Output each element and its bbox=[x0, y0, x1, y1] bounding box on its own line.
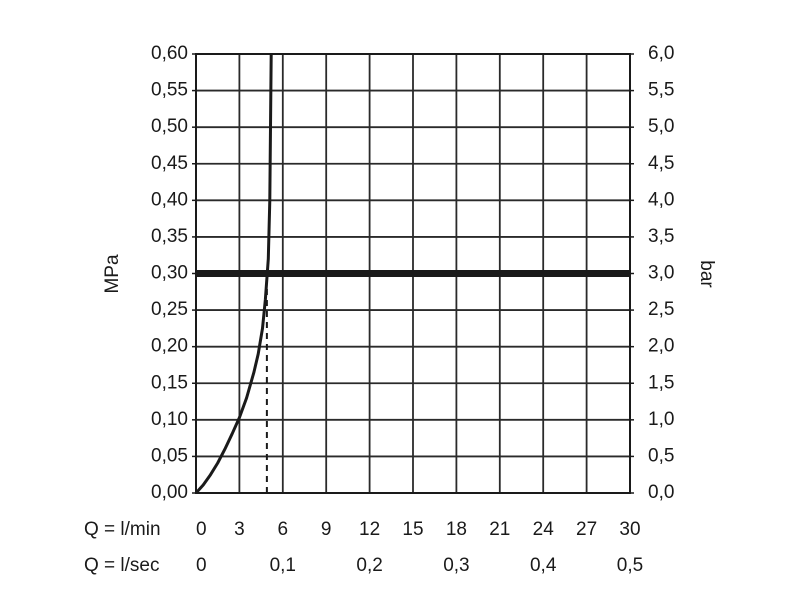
x-row-l-per-min-label: Q = l/min bbox=[84, 519, 161, 540]
left-tick-label: 0,45 bbox=[151, 153, 188, 174]
left-tick-label: 0,30 bbox=[151, 263, 188, 284]
x-row-l-per-sec-tick: 0,2 bbox=[356, 555, 382, 576]
right-tick-label: 5,5 bbox=[648, 80, 674, 101]
right-tick-label: 1,5 bbox=[648, 372, 674, 393]
x-row-l-per-min-tick: 6 bbox=[278, 519, 289, 540]
right-tick-label: 0,5 bbox=[648, 445, 674, 466]
left-tick-label: 0,00 bbox=[151, 482, 188, 503]
x-row-l-per-sec-tick: 0,3 bbox=[443, 555, 469, 576]
x-row-l-per-sec-tick: 0,1 bbox=[270, 555, 296, 576]
right-tick-label: 4,0 bbox=[648, 189, 674, 210]
left-tick-label: 0,35 bbox=[151, 226, 188, 247]
left-tick-label: 0,60 bbox=[151, 43, 188, 64]
right-tick-label: 2,5 bbox=[648, 299, 674, 320]
left-tick-label: 0,10 bbox=[151, 409, 188, 430]
x-row-l-per-sec-tick: 0 bbox=[196, 555, 207, 576]
right-axis-ticks: 0,0 0,5 1,0 1,5 2,0 2,5 3,0 3,5 4,0 4,5 5,0 5,5 6,0 bbox=[630, 43, 674, 503]
left-tick-label: 0,15 bbox=[151, 372, 188, 393]
left-tick-label: 0,55 bbox=[151, 80, 188, 101]
right-tick-label: 2,0 bbox=[648, 336, 674, 357]
x-row-l-per-min-tick: 27 bbox=[576, 519, 597, 540]
x-row-l-per-min-tick: 0 bbox=[196, 519, 207, 540]
x-row-l-per-sec-tick: 0,4 bbox=[530, 555, 557, 576]
right-tick-label: 5,0 bbox=[648, 116, 674, 137]
x-row-l-per-sec-label: Q = l/sec bbox=[84, 555, 160, 576]
grid bbox=[196, 54, 630, 493]
x-row-l-per-sec-tick: 0,5 bbox=[617, 555, 643, 576]
series bbox=[194, 53, 630, 495]
x-row-l-per-min-tick: 24 bbox=[533, 519, 555, 540]
left-axis-ticks: 0,00 0,05 0,10 0,15 0,20 0,25 0,30 0,35 0,40 0,45… bbox=[151, 43, 196, 503]
left-tick-label: 0,05 bbox=[151, 445, 188, 466]
left-tick-label: 0,50 bbox=[151, 116, 188, 137]
right-tick-label: 1,0 bbox=[648, 409, 674, 430]
left-tick-label: 0,40 bbox=[151, 189, 188, 210]
x-row-l-per-min-tick: 9 bbox=[321, 519, 332, 540]
flow-curve bbox=[194, 53, 273, 495]
x-row-l-per-min-tick: 15 bbox=[402, 519, 423, 540]
x-row-l-per-min-tick: 12 bbox=[359, 519, 380, 540]
left-tick-label: 0,25 bbox=[151, 299, 188, 320]
x-row-l-per-min-tick: 30 bbox=[619, 519, 640, 540]
right-tick-label: 3,0 bbox=[648, 263, 674, 284]
left-axis-title: MPa bbox=[102, 254, 123, 294]
x-row-l-per-min-tick: 18 bbox=[446, 519, 467, 540]
right-axis-title: bar bbox=[696, 260, 717, 288]
x-axis-rows: Q = l/min 0 3 6 9 12 15 18 21 24 27 30 Q = l/sec 0 0,1… bbox=[84, 519, 643, 576]
right-tick-label: 3,5 bbox=[648, 226, 674, 247]
right-tick-label: 4,5 bbox=[648, 153, 674, 174]
right-tick-label: 6,0 bbox=[648, 43, 674, 64]
right-tick-label: 0,0 bbox=[648, 482, 674, 503]
x-row-l-per-min-tick: 21 bbox=[489, 519, 510, 540]
left-tick-label: 0,20 bbox=[151, 336, 188, 357]
x-row-l-per-min-tick: 3 bbox=[234, 519, 245, 540]
